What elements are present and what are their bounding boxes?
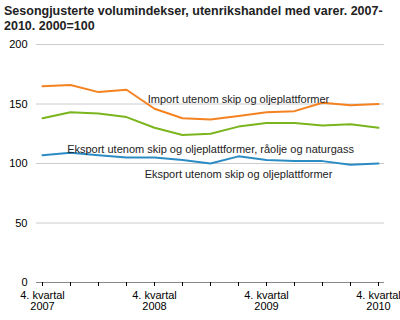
svg-text:150: 150	[9, 98, 27, 110]
svg-text:50: 50	[15, 217, 27, 229]
svg-text:4. kvartal2008: 4. kvartal2008	[132, 289, 177, 312]
svg-text:4. kvartal2009: 4. kvartal2009	[244, 289, 289, 312]
svg-text:200: 200	[9, 38, 27, 50]
svg-text:0: 0	[21, 276, 27, 288]
html-text:Sesongjusterte volumindekser,: Sesongjusterte volumindekser, utenriksha…	[4, 4, 383, 33]
svg-text:4. kvartal2010: 4. kvartal2010	[356, 289, 400, 312]
svg-text:Eksport utenom skip og oljepla: Eksport utenom skip og oljeplattformer, …	[67, 143, 354, 155]
svg-text:Eksport utenom skip og oljepla: Eksport utenom skip og oljeplattformer	[145, 168, 333, 180]
svg-text:4. kvartal2007: 4. kvartal2007	[20, 289, 65, 312]
svg-text:Import utenom skip og oljeplat: Import utenom skip og oljeplattformer	[148, 93, 330, 105]
svg-text:100: 100	[9, 157, 27, 169]
